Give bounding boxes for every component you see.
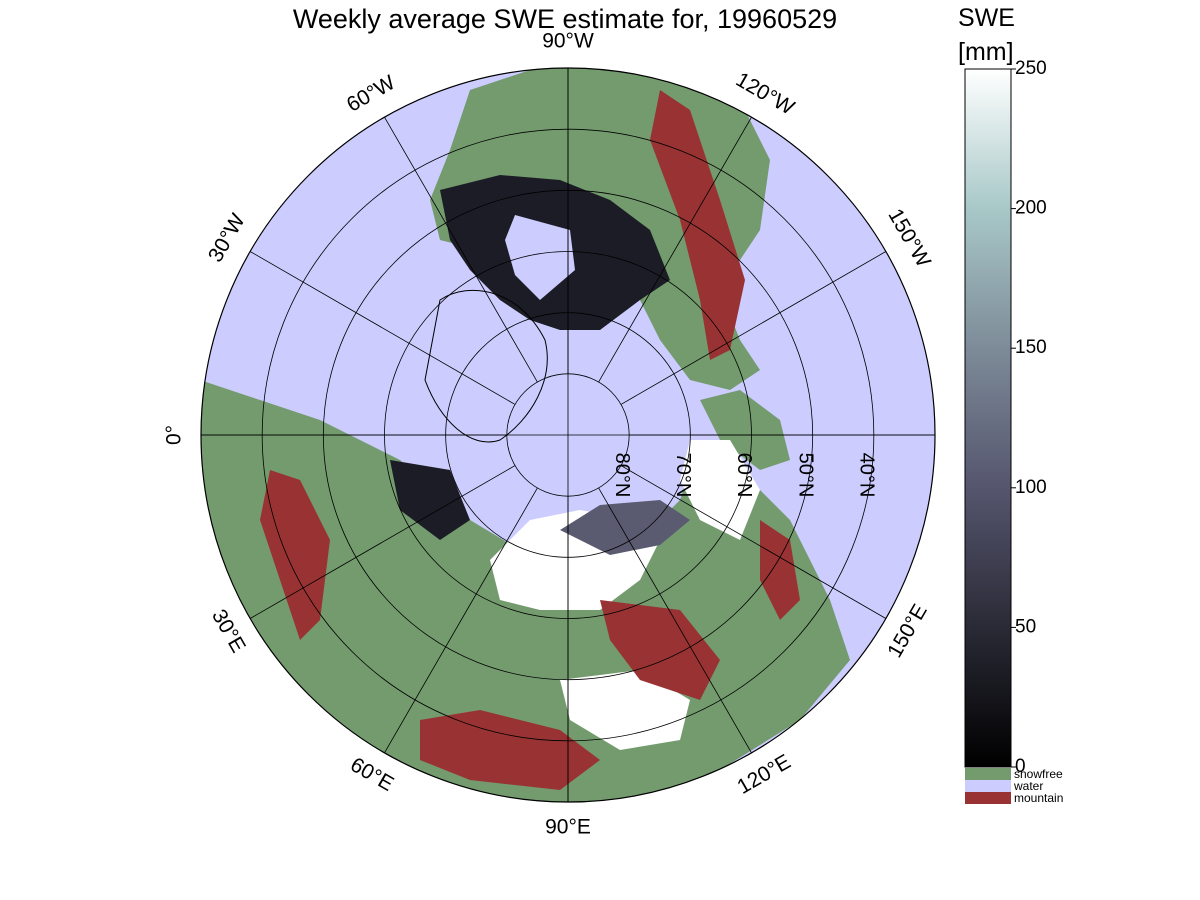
latitude-label: 80°N	[611, 453, 633, 498]
longitude-label: 30°E	[207, 605, 250, 656]
meridian-30	[249, 251, 516, 405]
colorbar-tick-label: 150	[1015, 337, 1047, 358]
polar-stereographic-map: 90°W120°W150°W180°W150°E120°E90°E60°E30°…	[163, 30, 950, 839]
landmass-layer	[201, 68, 850, 802]
greenland-coastline	[424, 289, 548, 443]
longitude-label: 90°E	[545, 816, 591, 839]
meridian-150	[620, 251, 887, 405]
meridian-210	[620, 465, 887, 619]
latitude-label: 40°N	[856, 453, 878, 498]
scandinavian-mountains	[260, 470, 330, 640]
rocky-mountains	[650, 90, 745, 360]
legend-label-snowfree: snowfree	[1014, 767, 1063, 781]
greenland-area	[420, 290, 545, 440]
latitude-label: 70°N	[672, 453, 694, 498]
graticule	[201, 68, 935, 802]
longitude-label: 60°W	[343, 71, 399, 117]
colorbar-title-unit: [mm]	[958, 38, 1014, 66]
meridian-120	[598, 116, 752, 383]
longitude-label: 90°W	[542, 30, 594, 53]
legend-swatch-water	[965, 780, 1011, 792]
colorbar-tick-label: 250	[1015, 60, 1047, 79]
latitude-label: 50°N	[794, 453, 816, 498]
siberia-deep-snow	[560, 500, 690, 555]
map-title: Weekly average SWE estimate for, 1996052…	[292, 4, 838, 34]
novaya-zemlya-snow	[390, 460, 470, 540]
map-border	[200, 67, 936, 803]
legend-swatch-mountain	[965, 792, 1011, 804]
hudson-bay-water	[505, 215, 575, 300]
longitude-label: 30°W	[204, 210, 250, 266]
chukotka-snow	[680, 440, 760, 540]
colorbar-tick-label: 50	[1015, 616, 1036, 637]
meridian-240	[598, 487, 752, 754]
colorbar-title-swe: SWE	[958, 4, 1015, 32]
central-asia-mountains	[420, 710, 600, 790]
longitude-label: 60°E	[346, 753, 397, 796]
tibet-snow	[560, 670, 690, 750]
kamchatka-mountains	[760, 520, 800, 620]
colorbar-gradient	[964, 68, 1012, 768]
legend-swatch-snowfree	[965, 768, 1011, 780]
meridian-330	[249, 465, 516, 619]
siberian-mountains	[600, 600, 720, 700]
meridian-60	[384, 116, 538, 383]
legend-label-water: water	[1013, 779, 1043, 793]
legend-label-mountain: mountain	[1014, 791, 1063, 805]
colorbar-tick-label: 100	[1015, 477, 1047, 498]
latitude-label: 60°N	[733, 453, 755, 498]
colorbar-tick-label: 0	[1015, 756, 1026, 777]
longitude-label: 0°	[163, 425, 186, 445]
longitude-label: 180°W	[949, 403, 950, 466]
colorbar-tick-label: 200	[1015, 198, 1047, 219]
alaska-land	[700, 390, 790, 470]
meridian-300	[384, 487, 538, 754]
